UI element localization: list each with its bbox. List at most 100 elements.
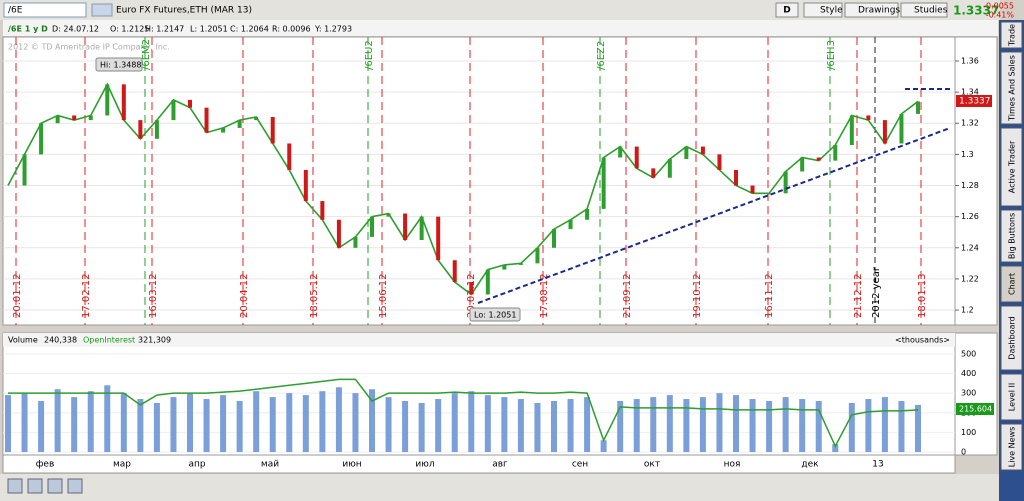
watermark: 2012 © TD Ameritrade IP Company, Inc. — [8, 43, 170, 52]
toolbar — [0, 0, 1000, 20]
date-label: 18.05.12 — [309, 273, 320, 318]
candle — [287, 143, 292, 170]
volume-bar — [71, 397, 78, 453]
side-tab-label: Big Buttons — [1008, 213, 1017, 259]
y-tick-label: 1.28 — [961, 181, 979, 190]
info-field: O: 1.2125 — [110, 25, 149, 34]
candle — [502, 264, 507, 270]
lo-box — [469, 307, 521, 322]
info-field: R: 0.0096 — [272, 25, 311, 34]
side-tab-label: Live News — [1008, 427, 1017, 468]
side-tab[interactable] — [1000, 265, 1023, 303]
volume-bar — [650, 397, 657, 453]
price-tag — [956, 95, 992, 107]
volume-bar — [484, 395, 491, 453]
info-field: /6E 1 y D — [8, 25, 48, 34]
volume-group: 0100200300400500 — [3, 349, 976, 457]
volume-bar — [54, 389, 61, 453]
candle — [154, 120, 159, 139]
candle — [171, 99, 176, 121]
candle — [469, 282, 474, 295]
contract-label: /6EH3 — [826, 40, 837, 70]
candle — [72, 115, 77, 121]
change-pct: -0.41% — [986, 11, 1015, 20]
tool-icon[interactable] — [67, 478, 83, 494]
candle — [336, 219, 341, 248]
volume-bar — [733, 395, 739, 453]
drawings-button[interactable] — [844, 2, 899, 18]
change: -0.0055 — [983, 2, 1014, 11]
candle — [303, 169, 308, 202]
tool-icon[interactable] — [27, 478, 43, 494]
volume-bar — [104, 385, 111, 453]
volume-bar — [832, 444, 839, 453]
volume-bar — [402, 401, 409, 453]
candle — [188, 99, 192, 108]
tool-icon[interactable] — [7, 478, 23, 494]
series-last: 240,338 — [44, 336, 77, 345]
studies-button[interactable] — [900, 2, 948, 18]
lo-label: Lo: 1.2051 — [474, 311, 516, 320]
candle — [800, 157, 805, 172]
y-tick-label: 0 — [961, 448, 966, 457]
candle — [916, 101, 920, 114]
candle — [767, 193, 772, 195]
y-tick-label: 1.34 — [961, 88, 979, 97]
candle — [221, 127, 226, 133]
candle — [750, 185, 755, 194]
y-tick-label: 1.32 — [961, 119, 979, 128]
volume-bar — [600, 440, 607, 453]
candle — [436, 216, 441, 261]
candle — [866, 115, 871, 121]
side-tab-label: Dashboard — [1008, 316, 1017, 359]
volume-bar — [435, 399, 442, 453]
side-tab[interactable] — [1000, 51, 1023, 125]
candle — [816, 157, 821, 161]
date-label: 18.01.13 — [917, 273, 928, 318]
candle — [55, 115, 60, 124]
side-tab[interactable] — [1000, 423, 1023, 471]
candle — [833, 145, 838, 161]
volume-bar — [766, 401, 773, 453]
date-label: 20.01.12 — [12, 273, 23, 318]
date-label: 21.12.12 — [853, 273, 864, 318]
volume-bar — [187, 393, 193, 453]
style-button[interactable] — [803, 2, 843, 18]
date-label: 15.06.12 — [378, 273, 389, 318]
side-tab-label: Level II — [1008, 383, 1017, 411]
symbol-input[interactable] — [3, 2, 87, 18]
volume-bar — [716, 393, 723, 453]
last-price: 1.3337 — [953, 4, 999, 18]
side-tab[interactable] — [1000, 305, 1023, 371]
side-tab[interactable] — [1000, 373, 1023, 421]
volume-bar — [451, 393, 458, 453]
candle — [452, 260, 457, 283]
price-group: 1.2 1.22 1.24 1.26 1.28 1.3 1.32 1.34 1.36 20.01.… — [3, 37, 979, 325]
contract-label: /6EU2 — [364, 40, 375, 70]
volume-bar — [865, 399, 872, 453]
side-tab[interactable] — [1000, 209, 1023, 263]
volume-bar — [319, 391, 326, 453]
units: <thousands> — [895, 336, 950, 345]
candle — [270, 117, 275, 144]
volume-bar — [881, 397, 888, 453]
symbol-menu[interactable] — [91, 3, 113, 17]
side-tab[interactable] — [1000, 21, 1023, 49]
side-tab[interactable] — [1000, 127, 1023, 207]
tool-icon[interactable] — [47, 478, 63, 494]
volume-bar — [120, 393, 127, 453]
side-tab-label: Trade — [1008, 24, 1017, 47]
candle — [585, 208, 590, 220]
month-label: май — [261, 460, 279, 470]
info-field: L: 1.2051 — [190, 25, 228, 34]
contract-label: /6EZ2 — [596, 41, 607, 70]
period-button[interactable] — [775, 2, 799, 18]
month-label: окт — [644, 460, 660, 470]
volume-header — [3, 333, 955, 347]
candle — [121, 84, 126, 121]
candle — [370, 216, 374, 237]
price-panel — [2, 36, 956, 326]
candle — [403, 213, 408, 241]
x-axis — [2, 454, 956, 474]
volume-bar — [203, 399, 210, 453]
